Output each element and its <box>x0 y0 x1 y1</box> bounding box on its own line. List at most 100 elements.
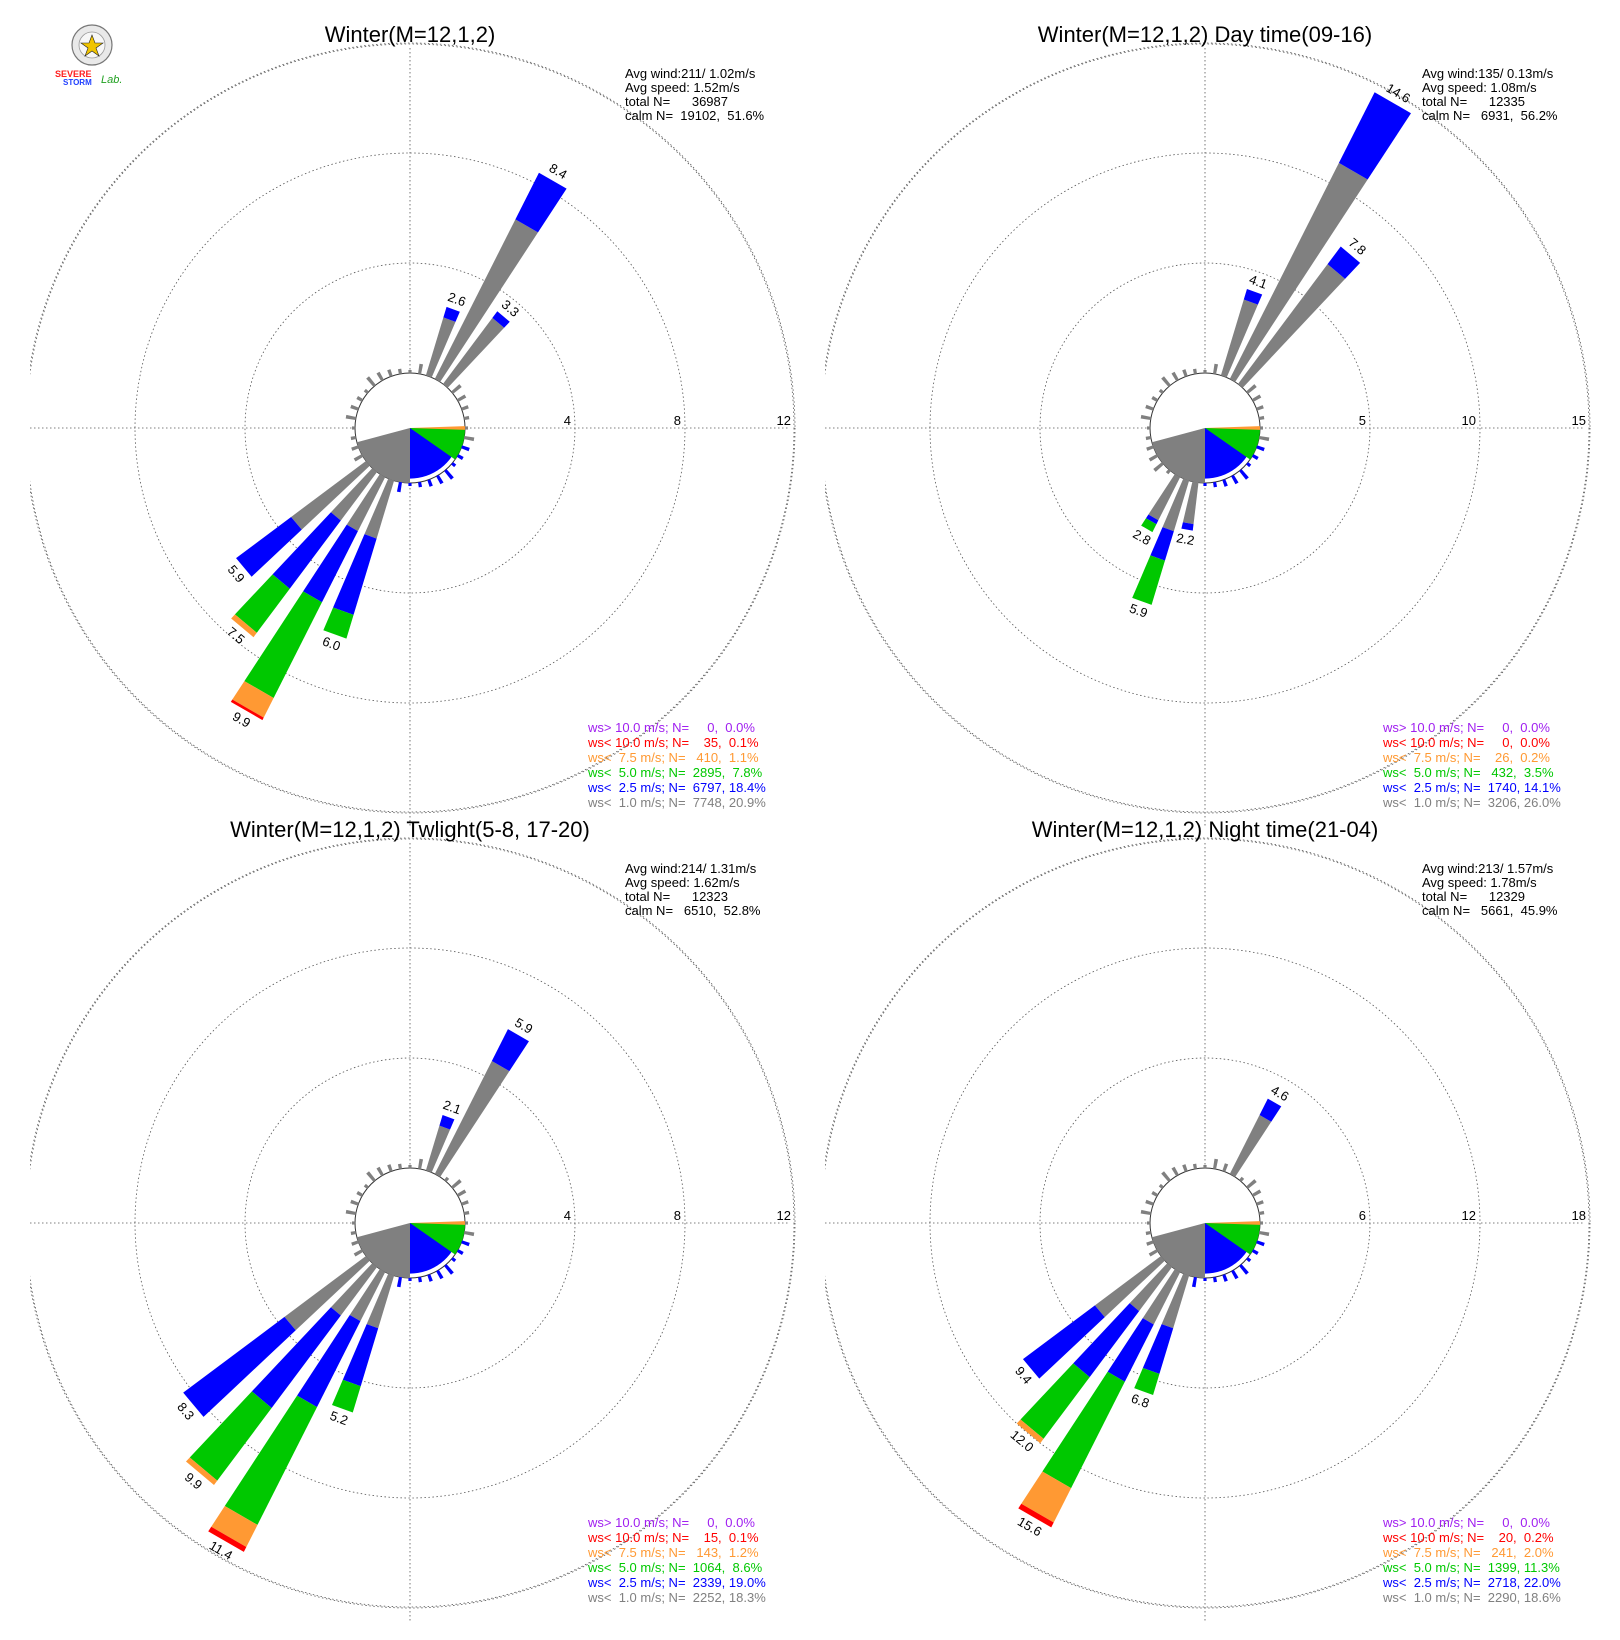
petal-segment <box>1021 1471 1072 1523</box>
petal-segment <box>1162 478 1190 532</box>
petal-segment <box>331 1379 361 1413</box>
minor-petal <box>1246 1179 1257 1189</box>
legend-entry: ws< 2.5 m/s; N= 2718, 22.0% <box>1382 1575 1561 1590</box>
ring-label: 4 <box>564 413 571 428</box>
petal-segment <box>224 1395 318 1525</box>
minor-petal <box>1171 1166 1179 1177</box>
outer-ring <box>825 838 1590 1608</box>
minor-petal <box>350 1231 357 1236</box>
petal-segment <box>439 1115 455 1130</box>
minor-petal <box>1213 1158 1219 1170</box>
minor-petal <box>444 1176 450 1182</box>
minor-petal <box>1222 1163 1229 1172</box>
stat-line: calm N= 6510, 52.8% <box>625 903 761 918</box>
petal-segment <box>492 311 510 328</box>
chart-title: Winter(M=12,1,2) Day time(09-16) <box>1038 22 1372 47</box>
minor-petal <box>444 469 454 480</box>
minor-petal <box>1246 462 1252 468</box>
minor-petal <box>396 1276 402 1288</box>
minor-petal <box>1258 436 1270 442</box>
minor-petal <box>463 1210 470 1215</box>
minor-petal <box>1203 482 1207 486</box>
legend-entry: ws< 10.0 m/s; N= 15, 0.1% <box>587 1530 759 1545</box>
petal-segment <box>1107 1318 1154 1382</box>
minor-petal <box>345 1209 357 1215</box>
minor-petal <box>1192 1163 1197 1170</box>
legend-entry: ws< 5.0 m/s; N= 2895, 7.8% <box>587 765 763 780</box>
petal-segment <box>1073 1303 1140 1378</box>
petal-segment <box>1022 1305 1105 1379</box>
legend-entry: ws< 5.0 m/s; N= 432, 3.5% <box>1382 765 1554 780</box>
minor-petal <box>1256 405 1264 411</box>
minor-petal <box>1251 1249 1259 1255</box>
legend-entry: ws> 10.0 m/s; N= 0, 0.0% <box>587 1515 755 1530</box>
petal-segment <box>1042 1371 1125 1489</box>
petal-segment <box>1132 555 1165 605</box>
minor-petal <box>345 414 357 420</box>
petal-segment <box>342 1324 379 1387</box>
minor-petal <box>1161 1171 1171 1182</box>
petal-value-label: 6.8 <box>1129 1391 1151 1411</box>
calm-sector-gray <box>356 428 410 483</box>
minor-petal <box>436 474 444 485</box>
petal-value-label: 4.1 <box>1247 272 1269 292</box>
petal-segment <box>1229 1114 1272 1177</box>
minor-petal <box>353 1249 364 1257</box>
outer-ring <box>825 43 1590 813</box>
petal-segment <box>291 460 370 530</box>
ring-label: 12 <box>777 413 791 428</box>
petal-segment <box>211 1506 258 1548</box>
legend-entry: ws< 1.0 m/s; N= 3206, 26.0% <box>1382 795 1561 810</box>
calm-sector-orange <box>410 426 465 430</box>
minor-petal <box>366 1171 376 1182</box>
minor-petal <box>456 454 464 460</box>
minor-petal <box>1140 414 1152 420</box>
petal-segment <box>1020 1363 1090 1439</box>
petal-segment <box>251 1307 341 1408</box>
minor-petal <box>463 1231 475 1237</box>
calm-sector-orange <box>1205 1221 1260 1225</box>
minor-petal <box>1146 445 1154 451</box>
minor-petal <box>418 1276 423 1283</box>
petal-segment <box>1018 1503 1054 1528</box>
minor-petal <box>356 396 364 402</box>
stat-line: Avg wind:214/ 1.31m/s <box>625 861 757 876</box>
petal-segment <box>425 1125 451 1173</box>
petal-segment <box>330 1263 378 1316</box>
ring-label: 15 <box>1572 413 1586 428</box>
calm-sector-green <box>1205 428 1260 460</box>
minor-petal <box>1151 1191 1159 1197</box>
minor-petal <box>1246 1257 1252 1263</box>
petal-segment <box>1150 527 1174 561</box>
minor-petal <box>1171 371 1179 382</box>
stat-line: calm N= 19102, 51.6% <box>625 108 765 123</box>
petal-segment <box>1338 92 1411 180</box>
petal-segment <box>185 1457 218 1486</box>
ring-label: 8 <box>674 413 681 428</box>
ring-label: 4 <box>564 1208 571 1223</box>
minor-petal <box>352 426 356 430</box>
legend-entry: ws< 1.0 m/s; N= 7748, 20.9% <box>587 795 766 810</box>
petal-value-label: 2.2 <box>1175 530 1195 548</box>
minor-petal <box>451 462 457 468</box>
minor-petal <box>418 1158 424 1170</box>
minor-petal <box>1148 1249 1159 1257</box>
minor-petal <box>463 415 470 420</box>
legend-entry: ws< 2.5 m/s; N= 1740, 14.1% <box>1382 780 1561 795</box>
calm-sector-orange <box>410 1221 465 1225</box>
petal-segment <box>491 1029 529 1072</box>
legend-entry: ws< 1.0 m/s; N= 2290, 18.6% <box>1382 1590 1561 1605</box>
petal-segment <box>1148 474 1181 521</box>
petal-segment <box>1229 162 1368 382</box>
minor-petal <box>1251 394 1262 402</box>
legend-entry: ws< 10.0 m/s; N= 0, 0.0% <box>1382 735 1550 750</box>
range-ring <box>929 152 1481 704</box>
minor-petal <box>1165 469 1171 475</box>
chart-title: Winter(M=12,1,2) Twlight(5-8, 17-20) <box>230 817 590 842</box>
minor-petal <box>376 371 384 382</box>
stat-line: Avg wind:213/ 1.57m/s <box>1422 861 1554 876</box>
petal-segment <box>515 172 567 233</box>
petal-segment <box>443 306 460 322</box>
minor-petal <box>353 454 364 462</box>
